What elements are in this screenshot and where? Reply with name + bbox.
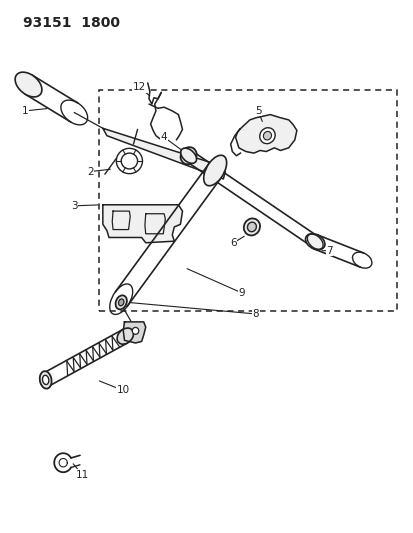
Text: 10: 10 bbox=[116, 385, 130, 395]
Ellipse shape bbox=[305, 233, 324, 250]
Ellipse shape bbox=[243, 219, 259, 236]
Ellipse shape bbox=[117, 328, 133, 344]
Ellipse shape bbox=[180, 147, 196, 164]
Text: 9: 9 bbox=[238, 288, 244, 298]
Ellipse shape bbox=[118, 299, 123, 306]
Bar bbox=[99, 90, 396, 311]
Ellipse shape bbox=[259, 128, 275, 144]
Polygon shape bbox=[123, 322, 145, 343]
Text: 93151  1800: 93151 1800 bbox=[23, 16, 120, 30]
Text: 11: 11 bbox=[76, 470, 89, 480]
Polygon shape bbox=[235, 115, 296, 153]
Ellipse shape bbox=[43, 375, 49, 384]
Text: 4: 4 bbox=[160, 132, 167, 142]
Ellipse shape bbox=[115, 295, 126, 309]
Ellipse shape bbox=[132, 327, 138, 334]
Ellipse shape bbox=[203, 155, 226, 186]
Ellipse shape bbox=[184, 151, 192, 160]
Ellipse shape bbox=[180, 148, 196, 163]
Text: 8: 8 bbox=[252, 309, 259, 319]
Text: 12: 12 bbox=[133, 82, 146, 92]
Text: 1: 1 bbox=[22, 106, 28, 116]
Ellipse shape bbox=[15, 72, 42, 97]
Text: 6: 6 bbox=[230, 238, 236, 248]
Text: 3: 3 bbox=[71, 201, 77, 211]
Ellipse shape bbox=[263, 132, 271, 140]
Polygon shape bbox=[102, 128, 225, 179]
Text: 7: 7 bbox=[325, 246, 332, 256]
Ellipse shape bbox=[247, 222, 256, 232]
Ellipse shape bbox=[40, 371, 52, 389]
Polygon shape bbox=[102, 205, 182, 243]
Text: 2: 2 bbox=[87, 166, 94, 176]
Text: 5: 5 bbox=[254, 106, 261, 116]
